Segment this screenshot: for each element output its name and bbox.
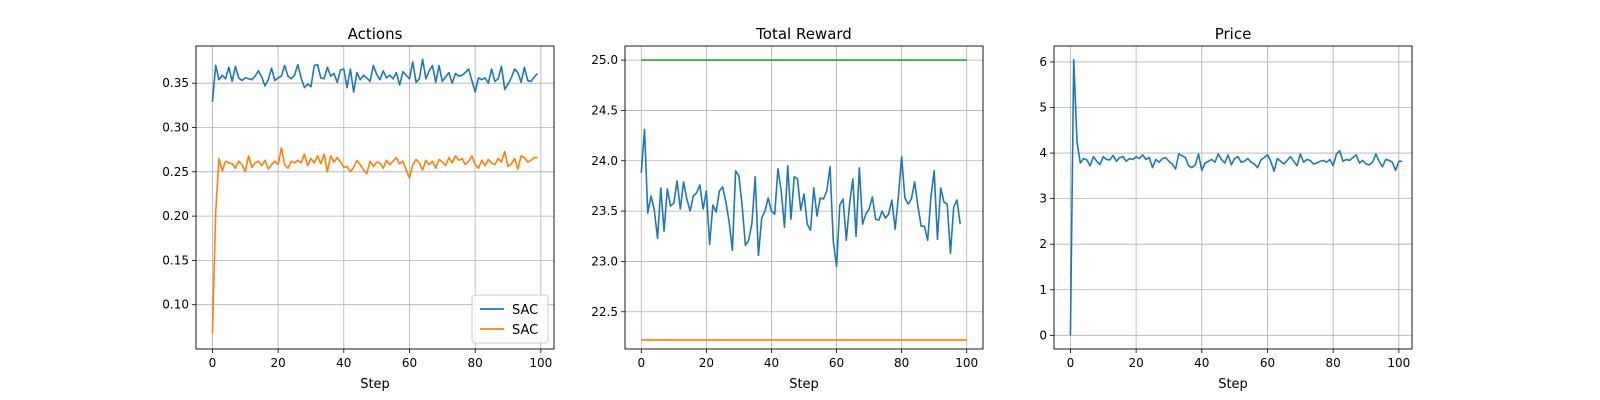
x-tick-label: 80	[894, 356, 909, 370]
x-tick-label: 80	[1326, 356, 1341, 370]
series-line-1	[211, 147, 538, 334]
chart-title: Price	[1215, 25, 1252, 43]
y-tick-label: 0.20	[162, 209, 189, 223]
chart-price: Price Step 0 20 40 60 80 100 0 1 2 3 4 5 6	[1039, 25, 1413, 392]
y-tick-label: 25.0	[591, 53, 618, 67]
chart-title: Actions	[348, 25, 403, 43]
series-line-0	[1069, 58, 1403, 336]
x-tick-label: 20	[699, 356, 714, 370]
x-tick-label: 0	[637, 356, 645, 370]
y-tick-label: 0.10	[162, 298, 189, 312]
series-line-0	[211, 58, 539, 102]
grid	[1054, 46, 1412, 349]
x-tick-label: 0	[1067, 356, 1075, 370]
legend-label: SAC	[512, 323, 538, 338]
y-tick-label: 24.0	[591, 154, 618, 168]
x-axis-label: Step	[789, 377, 819, 392]
chart-total-reward: Total Reward Step 0 20 40 60 80 100 22.5 23.0 23…	[591, 25, 984, 392]
y-tick-label: 24.5	[591, 103, 618, 117]
x-tick-label: 60	[1260, 356, 1275, 370]
y-tick-label: 6	[1039, 55, 1047, 69]
x-tick-label: 80	[468, 356, 483, 370]
y-tick-label: 1	[1039, 283, 1047, 297]
y-tick-label: 0.30	[162, 121, 189, 135]
y-tick-label: 0.15	[162, 253, 189, 267]
y-tick-label: 5	[1039, 101, 1047, 115]
x-tick-label: 40	[336, 356, 351, 370]
plot-frame	[624, 45, 984, 350]
x-tick-label: 20	[1128, 356, 1143, 370]
legend-box	[471, 294, 549, 344]
x-tick-label: 40	[1194, 356, 1209, 370]
y-tick-label: 22.5	[591, 305, 618, 319]
y-tick-label: 23.0	[591, 254, 618, 268]
x-axis-label: Step	[360, 377, 390, 392]
x-axis-label: Step	[1218, 377, 1248, 392]
x-tick-label: 100	[955, 356, 978, 370]
y-tick-label: 23.5	[591, 204, 618, 218]
x-tick-label: 60	[829, 356, 844, 370]
chart-actions: Actions Step 0 20 40 60 80 100 0.10 0.15 0.20 0.2…	[162, 25, 555, 392]
y-tick-label: 3	[1039, 192, 1047, 206]
y-tick-label: 0	[1039, 328, 1047, 342]
y-tick-label: 2	[1039, 237, 1047, 251]
plot-frame	[195, 45, 555, 350]
grid	[625, 46, 983, 349]
legend-label: SAC	[512, 303, 538, 318]
x-tick-label: 20	[270, 356, 285, 370]
y-tick-label: 4	[1039, 146, 1047, 160]
x-tick-label: 100	[529, 356, 552, 370]
x-tick-label: 40	[764, 356, 779, 370]
y-tick-label: 0.25	[162, 165, 189, 179]
x-tick-label: 60	[402, 356, 417, 370]
y-tick-label: 0.35	[162, 76, 189, 90]
series-line-0	[640, 128, 962, 268]
chart-title: Total Reward	[755, 25, 852, 43]
x-tick-label: 100	[1387, 356, 1410, 370]
legend: SAC SAC	[471, 294, 549, 344]
x-tick-label: 0	[209, 356, 217, 370]
plot-frame	[1053, 45, 1413, 350]
